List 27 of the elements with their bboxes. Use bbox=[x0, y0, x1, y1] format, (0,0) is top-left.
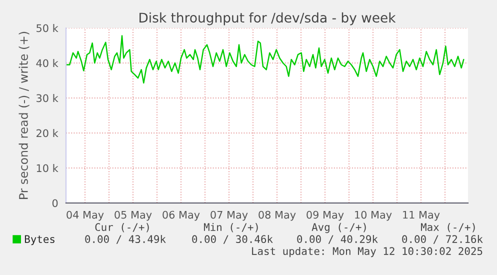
y-tick-label: 40 k bbox=[36, 59, 58, 68]
text: Last update: Mon May 12 10:30:02 2025 bbox=[252, 246, 482, 258]
x-tick-label: 07 May bbox=[210, 210, 248, 221]
x-tick-label: 08 May bbox=[258, 210, 296, 221]
x-tick-label: 06 May bbox=[162, 210, 200, 221]
y-tick-label: 0 bbox=[52, 199, 58, 208]
y-axis-title: Pr second read (-) / write (+) bbox=[18, 32, 30, 199]
text: Cur (-/+) bbox=[95, 223, 149, 232]
y-tick-label: 50 k bbox=[36, 24, 58, 32]
chart-title: Disk throughput for /dev/sda - by week bbox=[140, 12, 396, 26]
y-tick-label: 20 k bbox=[36, 129, 58, 138]
text: Avg (-/+) bbox=[312, 222, 366, 234]
text: 0.00 / 72.16k bbox=[402, 234, 483, 244]
x-tick-label: 11 May bbox=[403, 210, 440, 221]
line-series bbox=[66, 35, 464, 84]
text: Max (-/+) bbox=[420, 223, 475, 232]
text: Min (-/+) bbox=[204, 222, 258, 232]
x-tick-label: 05 May bbox=[114, 210, 152, 221]
text: 0.00 / 30.46k bbox=[192, 234, 273, 244]
x-tick-label: 09 May bbox=[306, 210, 344, 221]
y-tick-label: 30 k bbox=[36, 94, 58, 102]
x-tick-label: 10 May bbox=[355, 210, 392, 221]
x-tick-label: 04 May bbox=[66, 210, 104, 221]
y-tick-label: 10 k bbox=[36, 164, 58, 172]
legend-label: Bytes bbox=[24, 235, 54, 246]
text: 0.00 / 43.49k bbox=[85, 234, 166, 244]
text: 0.00 / 40.29k bbox=[297, 234, 378, 244]
